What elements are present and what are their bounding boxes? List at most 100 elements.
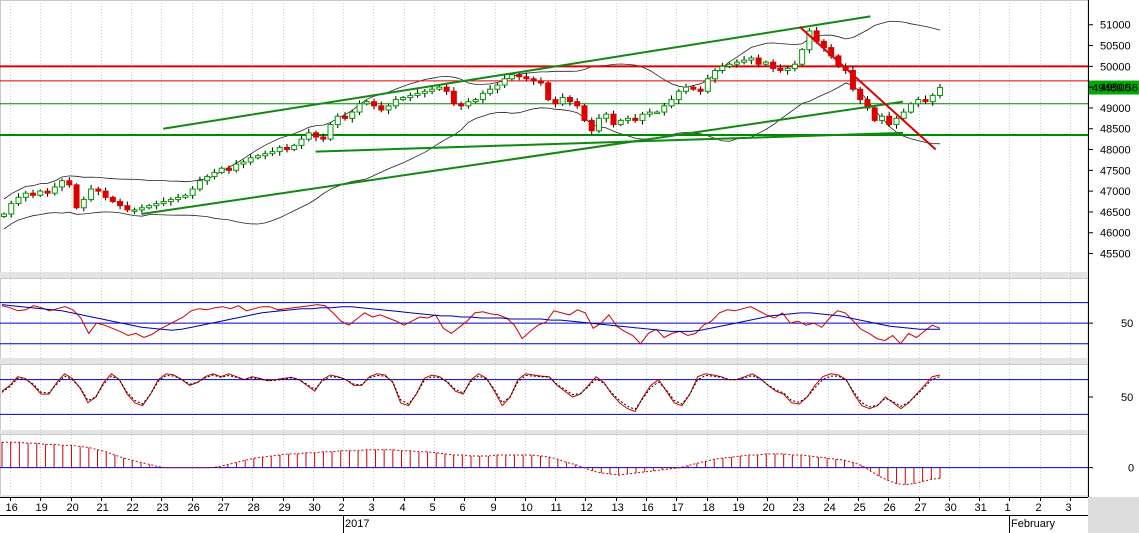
x-tick-label: 20 (67, 502, 79, 514)
x-tick-label: 16 (6, 502, 18, 514)
candle-body (929, 94, 936, 103)
candle-body (363, 101, 370, 105)
candle-body (342, 115, 349, 119)
x-tick-label: 2 (1036, 502, 1042, 514)
candle-body (922, 99, 929, 103)
panel-separator (0, 358, 1088, 364)
candle-body (552, 99, 559, 105)
candle-body (131, 209, 138, 212)
x-tick-label: 24 (824, 502, 836, 514)
candle-body (726, 63, 733, 67)
candle-body (516, 74, 523, 78)
candle-body (806, 30, 813, 51)
candle-body (625, 117, 631, 121)
candle-body (697, 88, 704, 92)
candle-body (22, 192, 29, 198)
candle-body (349, 111, 356, 119)
upper-channel-trendline (163, 15, 871, 130)
candle-body (334, 115, 341, 126)
candle-body (777, 67, 784, 71)
candle-body (73, 184, 80, 209)
x-tick-label: 9 (491, 502, 497, 514)
y-tick-label: 48500 (1100, 124, 1131, 136)
x-tick-label: 4 (400, 502, 406, 514)
candle-body (646, 111, 653, 115)
x-tick-label: 26 (884, 502, 896, 514)
candle-body (378, 105, 385, 111)
candle-body (8, 203, 15, 215)
candle-body (799, 49, 806, 65)
candle-body (632, 117, 639, 121)
candle-body (574, 101, 581, 107)
candle-body (102, 190, 109, 198)
candle-body (138, 207, 145, 211)
candle-body (595, 117, 602, 132)
x-tick-label: 1 (1005, 502, 1011, 514)
candle-body (566, 97, 573, 103)
histogram-panel[interactable] (0, 441, 1088, 486)
oscillator-panel[interactable] (0, 302, 1088, 345)
price-panel[interactable]: 49489.56 (0, 15, 1139, 230)
y-tick-label: 47000 (1100, 186, 1131, 198)
panel-separator (0, 272, 1088, 278)
candle-body (146, 205, 153, 209)
x-tick-label: 10 (521, 502, 533, 514)
x-tick-label: 19 (733, 502, 745, 514)
candle-body (639, 113, 646, 121)
candle-body (225, 167, 232, 171)
candle-body (276, 146, 283, 153)
candle-body (175, 196, 182, 200)
candle-body (770, 61, 777, 69)
candle-body (37, 190, 44, 196)
candle-body (900, 111, 907, 119)
lower-channel-trendline (141, 100, 904, 215)
candle-body (719, 65, 726, 71)
candle-body (204, 176, 211, 182)
x-tick-label: 22 (127, 502, 139, 514)
candle-body (675, 90, 682, 101)
candle-body (733, 61, 740, 65)
y-tick-label: 47500 (1100, 165, 1131, 177)
last-price-badge (1089, 80, 1139, 95)
x-axis: 16 19 20 21 22 23 26 27 28 29 30 2 3 4 5 6 9 10 11 12 13 16 17… (0, 497, 1088, 533)
candle-body (907, 103, 914, 113)
x-tick-label: 28 (248, 502, 260, 514)
candle-body (857, 88, 864, 101)
panel-separator (0, 430, 1088, 434)
y-axis-background (1088, 0, 1139, 533)
x-tick-label: 17 (672, 502, 684, 514)
y-tick-label: 49500 (1100, 82, 1131, 94)
candle-body (262, 153, 269, 157)
candle-body (762, 61, 769, 65)
y-tick-label: 46500 (1100, 207, 1131, 219)
candle-body (313, 132, 319, 138)
y-tick-label: 49000 (1100, 103, 1131, 115)
candle-body (153, 203, 160, 207)
stochastic-panel[interactable] (0, 373, 1088, 415)
candle-body (196, 180, 203, 190)
candle-body (886, 115, 893, 126)
signal-line (1, 304, 940, 332)
candle-body (15, 196, 22, 205)
y-tick-label: 50000 (1100, 61, 1131, 73)
candle-body (508, 74, 515, 80)
x-tick-label: 23 (793, 502, 805, 514)
candle-body (327, 124, 334, 140)
candle-body (305, 132, 312, 140)
oscillator-y-label: 50 (1121, 318, 1133, 330)
candle-body (124, 205, 131, 211)
y-axes: 5100050500500004950049000485004800047500… (1088, 20, 1134, 475)
candle-body (683, 86, 690, 92)
candle-body (247, 157, 254, 163)
candle-body (240, 161, 247, 165)
candle-body (30, 192, 37, 196)
candle-body (878, 115, 885, 121)
candle-body (51, 186, 58, 194)
candle-body (893, 117, 900, 126)
candle-body (668, 99, 675, 107)
x-tick-label: 29 (279, 502, 291, 514)
candle-body (458, 103, 465, 107)
x-tick-label: 3 (369, 502, 375, 514)
candle-body (617, 119, 624, 126)
